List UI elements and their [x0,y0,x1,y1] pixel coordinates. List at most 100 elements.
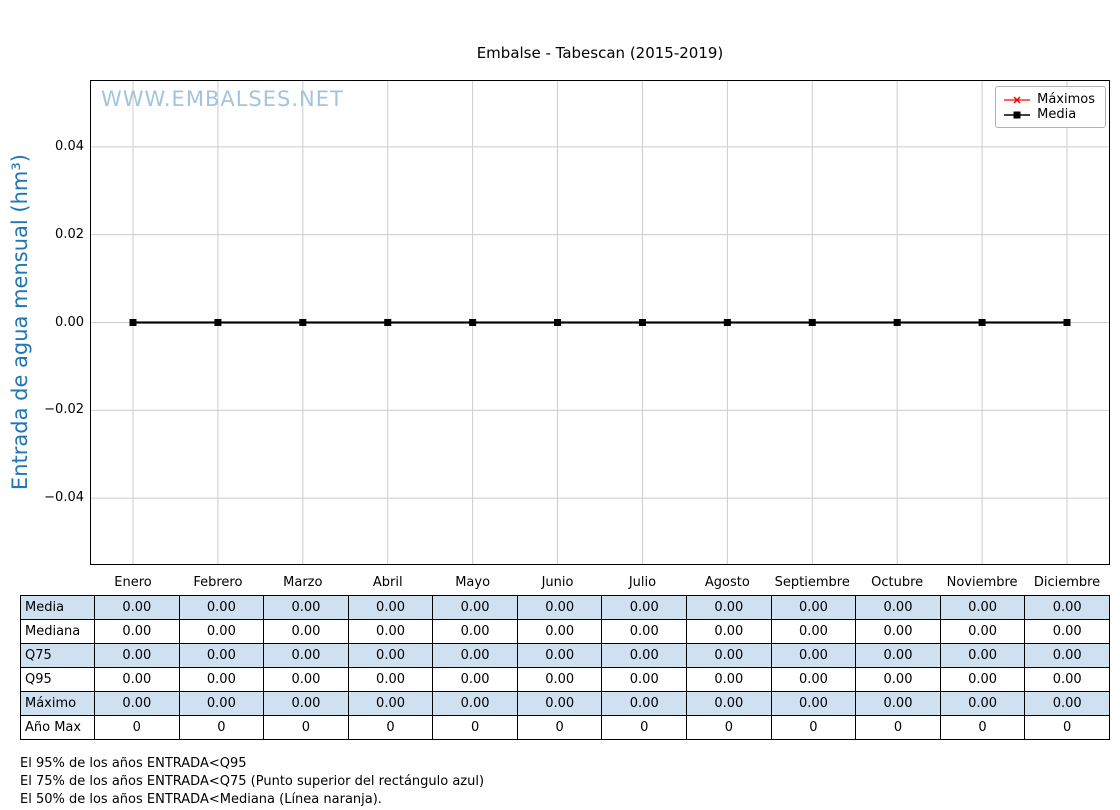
table-cell: 0.00 [94,643,180,668]
square-marker-icon [469,319,477,326]
watermark: WWW.EMBALSES.NET [101,87,344,111]
table-cell: 0.00 [94,667,180,692]
table-cell: 0 [686,715,772,740]
table-cell: 0.00 [516,595,603,620]
table-cell: 0.00 [770,667,857,692]
x-tick-label: Febrero [193,575,243,590]
table-cell: 0.00 [347,643,434,668]
table-cell: 0.00 [601,619,688,644]
plot-canvas [91,81,1109,564]
table-cell: 0.00 [516,619,603,644]
square-marker-icon [299,319,307,326]
table-cell: 0.00 [94,619,180,644]
table-cell: 0 [770,715,857,740]
table-cell: 0.00 [601,691,688,716]
table-cell: 0.00 [686,667,772,692]
table-cell: 0.00 [178,691,265,716]
table-row-label: Q75 [20,643,95,668]
square-marker-icon [384,319,392,326]
table-cell: 0.00 [939,667,1026,692]
x-tick-label: Abril [372,575,403,590]
plot-area: WWW.EMBALSES.NET [90,80,1110,565]
table-cell: 0.00 [939,643,1026,668]
table-cell: 0.00 [1024,691,1110,716]
stats-table: Media 0.00 0.00 0.00 0.00 0.00 0.00 0.00 0.00 0.0… [20,595,1110,740]
table-cell: 0.00 [178,643,265,668]
table-cell: 0.00 [686,595,772,620]
table-cell: 0.00 [1024,667,1110,692]
table-cell: 0.00 [347,691,434,716]
table-cell: 0.00 [516,667,603,692]
table-cell: 0.00 [686,691,772,716]
table-row: Año Max 0 0 0 0 0 0 0 0 0 0 0 0 [20,715,1110,740]
table-cell: 0.00 [516,643,603,668]
footnote-line: El 95% de los años ENTRADA<Q95 [20,756,247,771]
table-cell: 0.00 [770,595,857,620]
square-marker-icon [1063,319,1071,326]
table-cell: 0.00 [770,643,857,668]
table-cell: 0.00 [1024,595,1110,620]
table-cell: 0.00 [432,619,518,644]
table-row: Mediana 0.00 0.00 0.00 0.00 0.00 0.00 0.00 0.00 0… [20,619,1110,644]
table-cell: 0 [94,715,180,740]
square-marker-icon [1013,111,1021,118]
square-marker-icon [214,319,222,326]
table-cell: 0.00 [432,643,518,668]
table-cell: 0.00 [347,595,434,620]
legend-sample-icon [1004,111,1031,118]
table-cell: 0.00 [94,595,180,620]
table-cell: 0.00 [855,643,941,668]
square-marker-icon [554,319,562,326]
x-marker-icon [1013,95,1021,104]
table-cell: 0.00 [601,667,688,692]
table-cell: 0.00 [601,595,688,620]
square-marker-icon [638,319,646,326]
table-cell: 0.00 [770,691,857,716]
y-tick-label: −0.04 [44,490,84,506]
square-marker-icon [893,319,901,326]
y-tick-label: 0.00 [55,314,84,330]
table-row: Media 0.00 0.00 0.00 0.00 0.00 0.00 0.00 0.00 0.0… [20,595,1110,620]
table-row: Q95 0.00 0.00 0.00 0.00 0.00 0.00 0.00 0.00 0.00 0… [20,667,1110,692]
table-cell: 0.00 [855,595,941,620]
table-row-label: Q95 [20,667,95,692]
y-tick-label: −0.02 [44,402,84,418]
table-cell: 0.00 [263,691,349,716]
table-row-label: Máximo [20,691,95,716]
table-cell: 0.00 [178,667,265,692]
square-marker-icon [808,319,816,326]
table-cell: 0.00 [1024,643,1110,668]
x-tick-label: Enero [114,575,152,590]
table-row: Máximo 0.00 0.00 0.00 0.00 0.00 0.00 0.00 0.00 0.… [20,691,1110,716]
legend: Máximos Media [995,86,1106,128]
square-marker-icon [978,319,986,326]
table-cell: 0 [1024,715,1110,740]
table-cell: 0 [601,715,688,740]
table-cell: 0.00 [347,619,434,644]
footnotes: El 95% de los años ENTRADA<Q95 El 75% de … [20,755,484,809]
footnote-line: El 50% de los años ENTRADA<Mediana (Líne… [20,792,382,807]
table-row: Q75 0.00 0.00 0.00 0.00 0.00 0.00 0.00 0.00 0.00 0… [20,643,1110,668]
table-cell: 0.00 [516,691,603,716]
table-cell: 0.00 [855,619,941,644]
table-cell: 0.00 [178,619,265,644]
legend-sample-icon [1004,95,1031,104]
legend-label: Media [1037,107,1077,122]
x-tick-label: Noviembre [946,575,1018,590]
table-cell: 0 [432,715,518,740]
table-cell: 0.00 [432,691,518,716]
table-cell: 0.00 [178,595,265,620]
table-cell: 0 [855,715,941,740]
table-cell: 0.00 [686,643,772,668]
legend-entry: Media [1004,107,1095,122]
x-tick-label: Octubre [871,575,924,590]
x-tick-label: Agosto [704,575,750,590]
table-cell: 0.00 [263,667,349,692]
table-cell: 0.00 [855,691,941,716]
table-row-label: Mediana [20,619,95,644]
legend-entries: Máximos Media [1004,92,1095,122]
x-tick-label: Diciembre [1033,575,1101,590]
x-tick-label: Julio [628,575,657,590]
square-marker-icon [129,319,137,326]
